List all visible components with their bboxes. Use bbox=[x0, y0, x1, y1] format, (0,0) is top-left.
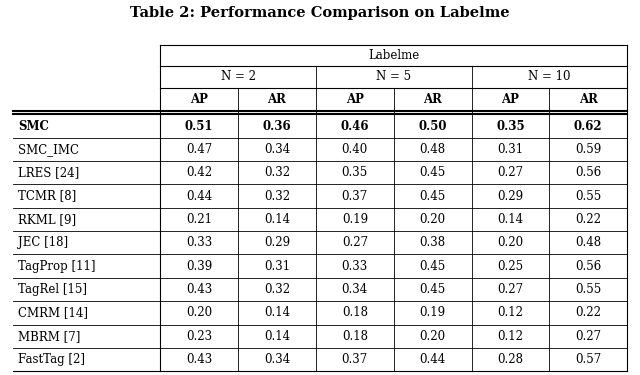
Text: 0.32: 0.32 bbox=[264, 190, 290, 202]
Text: AP: AP bbox=[502, 93, 520, 106]
Text: 0.62: 0.62 bbox=[574, 120, 603, 132]
Text: 0.44: 0.44 bbox=[186, 190, 212, 202]
Text: N = 2: N = 2 bbox=[221, 70, 255, 83]
Text: 0.51: 0.51 bbox=[185, 120, 213, 132]
Text: 0.56: 0.56 bbox=[575, 260, 602, 273]
Text: SMC_IMC: SMC_IMC bbox=[18, 143, 79, 156]
Text: 0.33: 0.33 bbox=[186, 236, 212, 249]
Text: 0.56: 0.56 bbox=[575, 166, 602, 179]
Text: 0.22: 0.22 bbox=[575, 306, 602, 320]
Text: 0.34: 0.34 bbox=[264, 353, 290, 366]
Text: 0.45: 0.45 bbox=[419, 166, 446, 179]
Text: 0.43: 0.43 bbox=[186, 283, 212, 296]
Text: SMC: SMC bbox=[18, 120, 49, 132]
Text: 0.47: 0.47 bbox=[186, 143, 212, 156]
Text: 0.46: 0.46 bbox=[340, 120, 369, 132]
Text: AP: AP bbox=[190, 93, 208, 106]
Text: AR: AR bbox=[579, 93, 598, 106]
Text: 0.45: 0.45 bbox=[419, 260, 446, 273]
Text: 0.20: 0.20 bbox=[420, 213, 445, 226]
Text: FastTag [2]: FastTag [2] bbox=[18, 353, 85, 366]
Text: 0.20: 0.20 bbox=[497, 236, 524, 249]
Text: 0.44: 0.44 bbox=[419, 353, 446, 366]
Text: 0.31: 0.31 bbox=[497, 143, 524, 156]
Text: RKML [9]: RKML [9] bbox=[18, 213, 76, 226]
Text: N = 10: N = 10 bbox=[528, 70, 571, 83]
Text: 0.27: 0.27 bbox=[497, 283, 524, 296]
Text: 0.45: 0.45 bbox=[419, 283, 446, 296]
Text: MBRM [7]: MBRM [7] bbox=[18, 330, 80, 343]
Text: 0.12: 0.12 bbox=[497, 306, 524, 320]
Text: 0.45: 0.45 bbox=[419, 190, 446, 202]
Text: 0.25: 0.25 bbox=[497, 260, 524, 273]
Text: 0.35: 0.35 bbox=[342, 166, 368, 179]
Text: 0.57: 0.57 bbox=[575, 353, 602, 366]
Text: 0.50: 0.50 bbox=[419, 120, 447, 132]
Text: 0.28: 0.28 bbox=[497, 353, 524, 366]
Text: 0.20: 0.20 bbox=[186, 306, 212, 320]
Text: 0.14: 0.14 bbox=[264, 306, 290, 320]
Text: 0.55: 0.55 bbox=[575, 190, 602, 202]
Text: AP: AP bbox=[346, 93, 364, 106]
Text: 0.43: 0.43 bbox=[186, 353, 212, 366]
Text: 0.27: 0.27 bbox=[342, 236, 368, 249]
Text: TCMR [8]: TCMR [8] bbox=[18, 190, 76, 202]
Text: 0.48: 0.48 bbox=[575, 236, 602, 249]
Text: 0.32: 0.32 bbox=[264, 283, 290, 296]
Text: 0.14: 0.14 bbox=[264, 330, 290, 343]
Text: 0.19: 0.19 bbox=[342, 213, 368, 226]
Text: Table 2: Performance Comparison on Labelme: Table 2: Performance Comparison on Label… bbox=[130, 6, 510, 20]
Text: AR: AR bbox=[423, 93, 442, 106]
Text: 0.32: 0.32 bbox=[264, 166, 290, 179]
Text: 0.20: 0.20 bbox=[420, 330, 445, 343]
Text: Labelme: Labelme bbox=[368, 49, 419, 62]
Text: 0.33: 0.33 bbox=[342, 260, 368, 273]
Text: 0.14: 0.14 bbox=[264, 213, 290, 226]
Text: 0.37: 0.37 bbox=[342, 353, 368, 366]
Text: 0.59: 0.59 bbox=[575, 143, 602, 156]
Text: 0.40: 0.40 bbox=[342, 143, 368, 156]
Text: 0.18: 0.18 bbox=[342, 330, 368, 343]
Text: CMRM [14]: CMRM [14] bbox=[18, 306, 88, 320]
Text: 0.35: 0.35 bbox=[496, 120, 525, 132]
Text: 0.18: 0.18 bbox=[342, 306, 368, 320]
Text: JEC [18]: JEC [18] bbox=[18, 236, 68, 249]
Text: 0.29: 0.29 bbox=[497, 190, 524, 202]
Text: N = 5: N = 5 bbox=[376, 70, 412, 83]
Text: 0.42: 0.42 bbox=[186, 166, 212, 179]
Text: TagProp [11]: TagProp [11] bbox=[18, 260, 95, 273]
Text: 0.14: 0.14 bbox=[497, 213, 524, 226]
Text: 0.34: 0.34 bbox=[342, 283, 368, 296]
Text: 0.12: 0.12 bbox=[497, 330, 524, 343]
Text: 0.55: 0.55 bbox=[575, 283, 602, 296]
Text: 0.38: 0.38 bbox=[420, 236, 445, 249]
Text: 0.36: 0.36 bbox=[262, 120, 291, 132]
Text: 0.27: 0.27 bbox=[497, 166, 524, 179]
Text: 0.34: 0.34 bbox=[264, 143, 290, 156]
Text: 0.39: 0.39 bbox=[186, 260, 212, 273]
Text: 0.22: 0.22 bbox=[575, 213, 602, 226]
Text: 0.23: 0.23 bbox=[186, 330, 212, 343]
Text: 0.48: 0.48 bbox=[420, 143, 445, 156]
Text: 0.37: 0.37 bbox=[342, 190, 368, 202]
Text: AR: AR bbox=[268, 93, 287, 106]
Text: 0.27: 0.27 bbox=[575, 330, 602, 343]
Text: LRES [24]: LRES [24] bbox=[18, 166, 79, 179]
Text: 0.29: 0.29 bbox=[264, 236, 290, 249]
Text: 0.21: 0.21 bbox=[186, 213, 212, 226]
Text: TagRel [15]: TagRel [15] bbox=[18, 283, 87, 296]
Text: 0.31: 0.31 bbox=[264, 260, 290, 273]
Text: 0.19: 0.19 bbox=[420, 306, 445, 320]
